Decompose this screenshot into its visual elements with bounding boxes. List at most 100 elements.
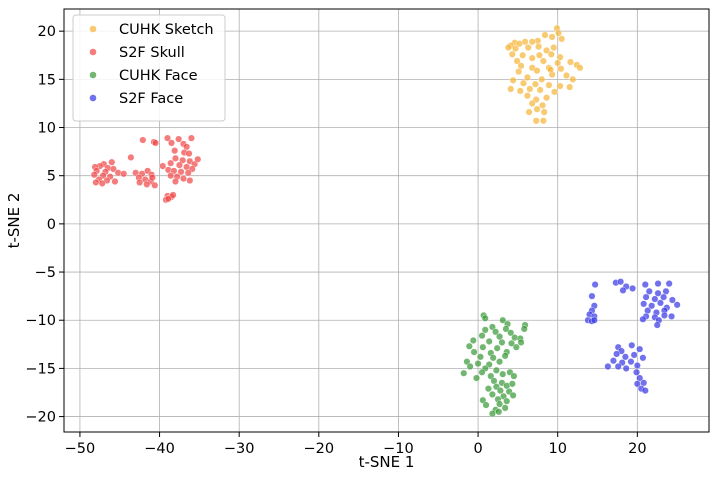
data-point: [111, 177, 119, 185]
data-point: [98, 179, 106, 187]
data-point: [531, 80, 539, 88]
data-point: [488, 390, 496, 398]
data-point: [139, 136, 147, 144]
data-point: [508, 50, 516, 58]
data-point: [551, 88, 559, 96]
x-tick-label: 20: [628, 441, 646, 457]
data-point: [588, 292, 596, 300]
data-point: [512, 343, 520, 351]
legend-label: CUHK Face: [119, 68, 198, 84]
data-point: [539, 57, 547, 65]
data-point: [533, 67, 541, 75]
data-point: [557, 65, 565, 73]
data-point: [187, 134, 195, 142]
data-point: [665, 280, 673, 288]
data-point: [554, 59, 562, 67]
data-point: [503, 397, 511, 405]
legend-marker: [89, 71, 97, 79]
data-point: [515, 68, 523, 76]
legend-marker: [89, 94, 97, 102]
data-point: [636, 345, 644, 353]
data-point: [550, 44, 558, 52]
data-point: [143, 180, 151, 188]
data-point: [543, 94, 551, 102]
data-point: [622, 364, 630, 372]
data-point: [478, 368, 486, 376]
data-point: [653, 321, 661, 329]
x-axis-label: t-SNE 1: [359, 453, 415, 471]
legend: CUHK Sketch S2F Skull CUHK Face S2F Face: [72, 14, 226, 122]
data-point: [509, 391, 517, 399]
legend-marker: [89, 25, 97, 33]
data-point: [590, 316, 598, 324]
data-point: [509, 76, 517, 84]
data-point: [535, 51, 543, 59]
y-axis-label: t-SNE 2: [5, 193, 23, 249]
data-point: [92, 178, 100, 186]
data-point: [510, 372, 518, 380]
data-point: [621, 353, 629, 361]
data-point: [478, 332, 486, 340]
data-point: [109, 165, 117, 173]
data-point: [604, 362, 612, 370]
data-point: [507, 329, 515, 337]
data-point: [194, 155, 202, 163]
y-tick-label: 5: [47, 169, 56, 185]
data-point: [489, 354, 497, 362]
data-point: [151, 181, 159, 189]
data-point: [524, 44, 532, 52]
data-point: [528, 54, 536, 62]
data-point: [629, 284, 637, 292]
data-point: [148, 174, 156, 182]
data-point: [619, 286, 627, 294]
data-point: [466, 362, 474, 370]
data-point: [668, 296, 676, 304]
data-point: [469, 336, 477, 344]
data-point: [539, 117, 547, 125]
x-tick-label: −20: [304, 441, 335, 457]
data-point: [167, 139, 175, 147]
data-point: [641, 281, 649, 289]
y-tick-label: −10: [25, 313, 56, 329]
data-point: [513, 57, 521, 65]
data-point: [639, 315, 647, 323]
data-point: [541, 31, 549, 39]
data-point: [523, 92, 531, 100]
data-point: [525, 108, 533, 116]
data-point: [556, 82, 564, 90]
data-point: [460, 369, 468, 377]
data-point: [508, 339, 516, 347]
data-point: [481, 326, 489, 334]
y-tick-label: 10: [38, 121, 56, 137]
data-point: [171, 154, 179, 162]
data-point: [633, 368, 641, 376]
data-point: [630, 351, 638, 359]
data-point: [479, 343, 487, 351]
data-point: [492, 366, 500, 374]
data-point: [651, 295, 659, 303]
data-point: [539, 101, 547, 109]
x-tick-label: 10: [548, 441, 566, 457]
legend-label: CUHK Sketch: [119, 22, 214, 38]
data-point: [177, 168, 185, 176]
data-point: [628, 341, 636, 349]
data-point: [558, 35, 566, 43]
data-point: [627, 358, 635, 366]
data-point: [540, 108, 548, 116]
data-point: [591, 281, 599, 289]
data-point: [609, 357, 617, 365]
data-point: [576, 64, 584, 72]
data-point: [641, 387, 649, 395]
data-point: [485, 337, 493, 345]
data-point: [476, 353, 484, 361]
data-point: [644, 307, 652, 315]
legend-box: [72, 14, 226, 122]
data-point: [656, 299, 664, 307]
x-axis-ticks: −50 −40 −30 −20 −10 0 10 20: [65, 432, 647, 457]
data-point: [555, 29, 563, 37]
x-tick-label: −50: [65, 441, 96, 457]
grid-lines: [64, 9, 709, 432]
x-tick-label: −10: [383, 441, 414, 457]
data-point: [547, 50, 555, 58]
